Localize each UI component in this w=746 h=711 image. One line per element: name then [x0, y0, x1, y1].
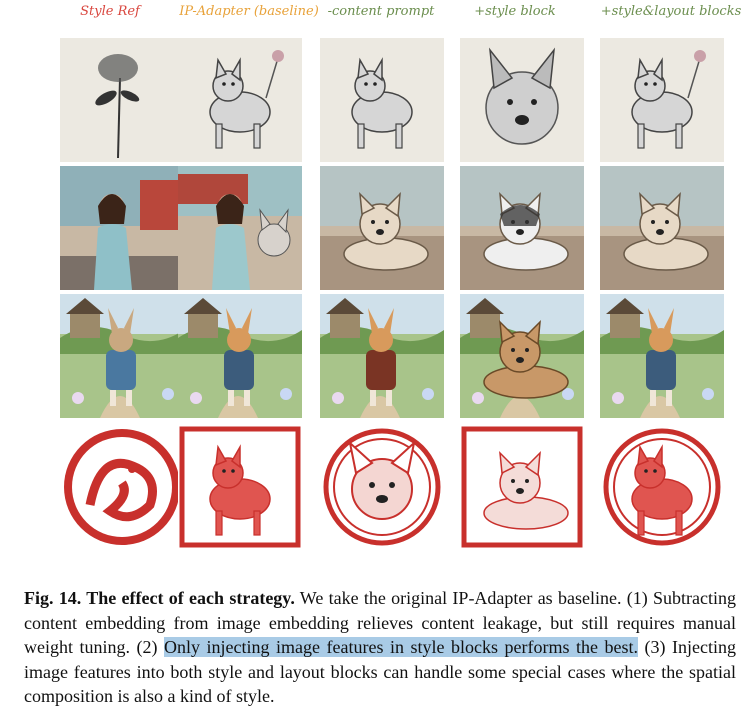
- grid-image: [320, 166, 444, 290]
- caption-highlight: Only injecting image features in style b…: [164, 637, 638, 657]
- grid-image: [60, 425, 184, 549]
- grid-image: [60, 38, 184, 162]
- grid-image: [460, 294, 584, 418]
- grid-image: [320, 425, 444, 549]
- grid-image: [600, 425, 724, 549]
- grid-image: [320, 38, 444, 162]
- grid-image: [178, 166, 302, 290]
- grid-image: [320, 294, 444, 418]
- grid-image: [178, 294, 302, 418]
- figure-caption: Fig. 14. The effect of each strategy. We…: [24, 586, 736, 709]
- column-header-ip-adapter: IP-Adapter (baseline): [170, 4, 328, 19]
- grid-image: [460, 425, 584, 549]
- grid-image: [60, 166, 184, 290]
- column-header-style-layout-blocks: +style&layout blocks: [596, 4, 746, 19]
- column-header-content-prompt: -content prompt: [322, 4, 440, 19]
- grid-image: [600, 166, 724, 290]
- grid-image: [178, 38, 302, 162]
- grid-image: [60, 294, 184, 418]
- grid-image: [178, 425, 302, 549]
- column-header-style-block: +style block: [470, 4, 560, 19]
- grid-image: [460, 38, 584, 162]
- grid-image: [600, 38, 724, 162]
- figure-label: Fig. 14. The effect of each strategy.: [24, 588, 295, 608]
- column-header-style-ref: Style Ref: [75, 4, 145, 19]
- grid-image: [600, 294, 724, 418]
- grid-image: [460, 166, 584, 290]
